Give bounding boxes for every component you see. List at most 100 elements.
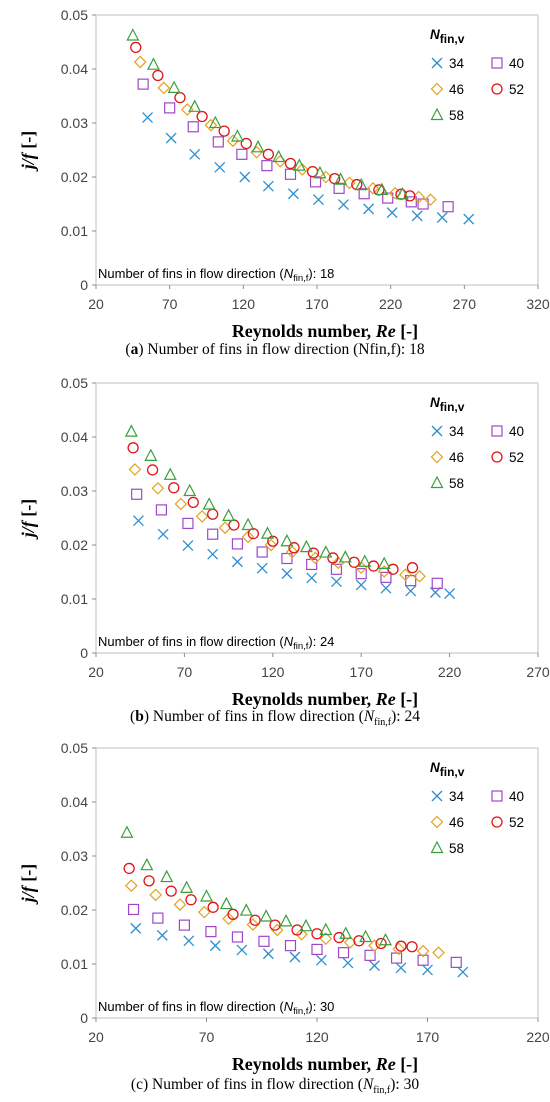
chart0-legend-label-34: 34 — [449, 56, 465, 71]
chart1-point-58-12 — [358, 554, 372, 567]
chart2-point-58-7 — [259, 909, 273, 922]
chart0-ytick-label-5: 0.05 — [61, 7, 88, 23]
chart0-xtick-label-6: 320 — [526, 296, 550, 312]
chart2-annotation-suffix: ): 30 — [308, 999, 334, 1014]
chart1-point-58-3 — [183, 483, 197, 497]
chart2-point-46-11 — [392, 942, 406, 956]
chart1-point-40-10 — [380, 571, 392, 583]
chart1-point-52-5 — [228, 519, 240, 531]
chart0-point-46-8 — [319, 170, 333, 184]
chart1-point-58-2 — [163, 467, 177, 480]
chart1-point-58-1 — [144, 448, 158, 462]
chart2-point-34-6 — [289, 951, 301, 963]
chart0-point-40-12 — [417, 198, 429, 210]
chart0-annotation-prefix: Number of fins in flow direction ( — [98, 266, 284, 281]
chart2-point-46-13 — [432, 946, 445, 960]
chart2-point-52-12 — [375, 937, 387, 950]
chart1-point-34-9 — [355, 579, 367, 591]
chart0-point-34-2 — [189, 148, 201, 160]
caption-c: (c) Number of fins in flow direction (Nf… — [130, 1076, 420, 1097]
chart2-point-40-11 — [417, 954, 429, 966]
chart0-point-40-8 — [333, 182, 345, 194]
caption-a-text: Number of fins in flow direction (Nfin,f… — [143, 341, 425, 358]
chart0-ytick-label-1: 0.01 — [61, 223, 88, 239]
chart2-xlabel-text: Reynolds number, — [232, 1054, 376, 1074]
chart1-point-40-12 — [431, 577, 443, 589]
chart0-ytick-label-4: 0.04 — [61, 61, 88, 77]
chart1-ylabel-unit: [-] — [18, 499, 38, 521]
chart0-annotation-suffix: ): 18 — [308, 266, 334, 281]
chart1-point-34-2 — [182, 540, 194, 551]
chart1-legend-label-52: 52 — [509, 450, 524, 465]
chart1-ylabel-var: j/f — [18, 519, 38, 540]
chart-a: 0 0.01 0.02 0.03 0.04 0.05 20 70 120 170 220 270 320… — [18, 7, 550, 341]
chart2-point-34-7 — [315, 954, 327, 966]
chart0-point-46-1 — [157, 81, 171, 95]
chart0-point-46-6 — [273, 154, 287, 168]
chart2-point-52-7 — [269, 919, 281, 931]
chart1-xtick-label-5: 270 — [526, 664, 550, 680]
chart0-point-34-4 — [239, 171, 251, 183]
chart0-point-40-10 — [382, 192, 394, 204]
chart2-point-52-13 — [395, 940, 407, 952]
chart1-point-34-4 — [231, 556, 243, 568]
chart2-point-34-11 — [422, 964, 433, 976]
chart0-annotation-sub: fin,f — [293, 273, 309, 284]
chart0-series-40 — [137, 78, 454, 213]
chart0-point-58-4 — [208, 115, 222, 129]
chart0-point-46-7 — [295, 163, 309, 176]
chart1-point-46-7 — [285, 545, 299, 559]
chart0-xlabel: Reynolds number, Re [-] — [232, 321, 418, 341]
chart1-legend-marker-40 — [491, 425, 503, 437]
chart2-point-52-3 — [185, 894, 197, 906]
chart0-point-40-3 — [212, 136, 224, 148]
chart2-point-40-4 — [231, 931, 244, 943]
chart0-point-34-11 — [411, 210, 423, 222]
chart1-point-58-13 — [377, 556, 391, 569]
chart1-point-40-9 — [355, 568, 367, 580]
chart0-xtick-label-3: 170 — [305, 296, 329, 312]
chart2-xlabel-italic: Re — [375, 1054, 396, 1074]
chart1-point-34-3 — [207, 548, 219, 560]
chart2-legend-label-34: 34 — [449, 789, 465, 804]
chart2-point-40-8 — [337, 947, 350, 959]
chart1-plot-frame — [95, 382, 539, 654]
chart0-point-58-9 — [313, 165, 327, 179]
chart1-series-46 — [128, 463, 426, 583]
chart2-ylabel: j/f [-] — [18, 864, 38, 905]
chart0-point-52-6 — [262, 148, 275, 160]
chart0-point-52-9 — [329, 172, 341, 185]
chart1-annotation-suffix: ): 24 — [308, 634, 334, 649]
chart1-point-46-10 — [354, 561, 368, 575]
chart2-point-34-2 — [183, 935, 195, 947]
chart1-point-46-8 — [308, 551, 322, 565]
chart2-point-40-0 — [127, 903, 140, 916]
chart1-xlabel: Reynolds number, Re [-] — [232, 689, 418, 709]
caption-b: (b) Number of fins in flow direction (Nf… — [130, 708, 420, 729]
chart2-series-58 — [120, 825, 393, 946]
caption-b-sub: fin,f — [374, 717, 392, 729]
chart2-point-40-2 — [178, 919, 190, 931]
chart0-point-52-2 — [174, 91, 186, 104]
chart2-legend-marker-40 — [491, 790, 503, 802]
chart1-point-34-7 — [306, 572, 318, 584]
chart1-xtick-label-1: 70 — [177, 664, 193, 680]
chart1-point-34-0 — [132, 515, 144, 527]
chart1-ytick-label-5: 0.05 — [61, 375, 88, 391]
chart1-point-46-3 — [195, 510, 209, 523]
chart2-legend-title-sub: fin,v — [440, 765, 465, 779]
chart1-xtick-label-2: 120 — [261, 664, 285, 680]
chart1-point-46-1 — [151, 481, 165, 495]
chart0-point-52-0 — [130, 41, 142, 54]
chart1-point-52-14 — [406, 562, 419, 574]
chart1-annotation-italic: N — [284, 634, 294, 649]
chart2-point-40-9 — [364, 949, 376, 961]
chart0-point-46-3 — [204, 118, 218, 132]
chart0-legend-title: Nfin,v — [430, 27, 465, 46]
chart0-legend-marker-40 — [491, 57, 503, 69]
chart2-series-40 — [127, 903, 462, 968]
chart0-ytick-label-0: 0 — [80, 277, 88, 293]
chart2-point-34-1 — [156, 929, 168, 941]
chart2-point-52-2 — [165, 885, 177, 897]
chart1-xlabel-text: Reynolds number, — [232, 689, 376, 709]
